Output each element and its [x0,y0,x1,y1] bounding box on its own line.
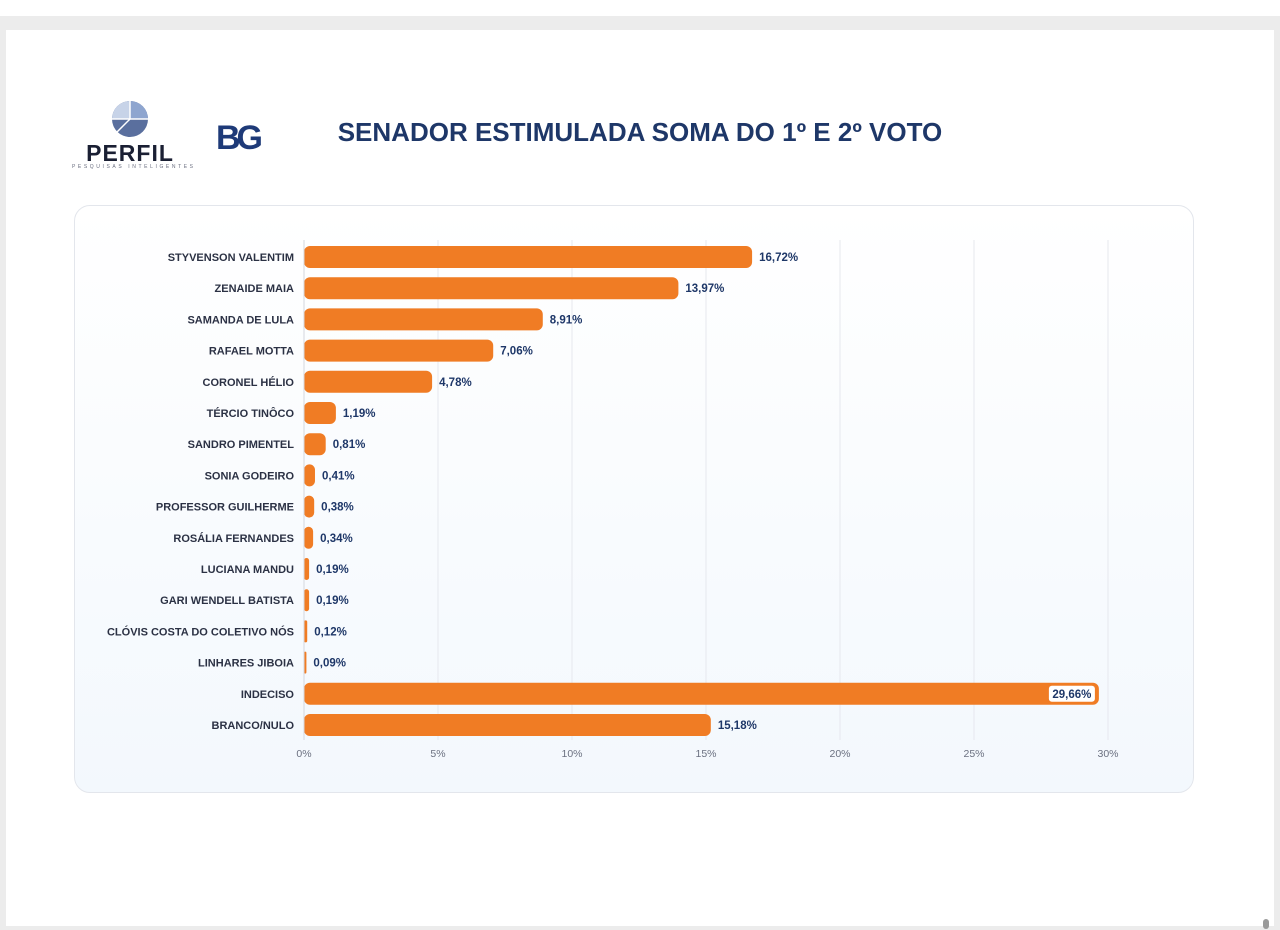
category-label: LINHARES JIBOIA [198,658,294,670]
category-label: SONIA GODEIRO [205,470,295,482]
value-label: 0,81% [333,439,366,451]
x-tick-label: 25% [963,748,984,760]
bar [304,620,308,643]
category-label: STYVENSON VALENTIM [168,252,294,264]
top-strip [0,0,1280,16]
category-label: CLÓVIS COSTA DO COLETIVO NÓS [107,625,294,638]
value-label: 0,12% [314,626,347,638]
bar [304,464,315,487]
perfil-logo: PERFIL PESQUISAS INTELIGENTES [72,100,196,172]
category-label: RAFAEL MOTTA [209,346,294,358]
value-label-bg [1048,685,1095,702]
bar [304,339,494,362]
perfil-tagline: PESQUISAS INTELIGENTES [72,164,196,170]
category-label: SAMANDA DE LULA [187,314,294,326]
category-label: PROFESSOR GUILHERME [156,502,294,514]
bar [304,589,310,612]
pie-icon [112,101,148,137]
x-tick-label: 5% [430,748,445,760]
value-label: 0,41% [322,470,355,482]
bar [304,402,336,424]
value-label: 8,91% [550,314,583,326]
bar [304,433,326,456]
x-tick-label: 20% [829,748,850,760]
bar [304,526,314,549]
category-label: ROSÁLIA FERNANDES [173,532,294,545]
bar-chart: 0% 5% 10% 15% 20% 25% 30% STYVENSON VALENTIM 16,… [107,240,1119,760]
value-label: 0,09% [313,658,346,670]
value-label: 29,66% [1052,689,1091,701]
category-label: GARI WENDELL BATISTA [160,595,294,607]
bar [304,308,543,331]
chart-panel: 0% 5% 10% 15% 20% 25% 30% STYVENSON VALENTIM 16,… [74,205,1194,793]
x-tick-label: 10% [561,748,582,760]
value-label: 0,34% [320,533,353,545]
bar [304,558,310,580]
value-label: 7,06% [500,346,533,358]
bar [304,651,307,674]
category-label: CORONEL HÉLIO [203,376,295,389]
value-label: 0,38% [321,502,354,514]
bg-logo: BG [216,119,263,157]
category-label: BRANCO/NULO [212,720,295,732]
bar [304,495,315,518]
bar [304,246,753,268]
x-tick-label: 30% [1097,748,1118,760]
value-label: 0,19% [316,564,349,576]
category-label: SANDRO PIMENTEL [188,439,295,451]
category-label: INDECISO [241,689,295,701]
category-label: ZENAIDE MAIA [215,283,295,295]
bar [304,370,433,393]
perfil-wordmark: PERFIL [86,140,174,166]
value-label: 13,97% [685,283,724,295]
chart-title: SENADOR ESTIMULADA SOMA DO 1º E 2º VOTO [337,117,943,147]
x-tick-label: 0% [296,748,311,760]
value-label: 0,19% [316,595,349,607]
bar [304,682,1099,705]
x-tick-label: 15% [695,748,716,760]
value-label: 1,19% [343,408,376,420]
bar [304,714,711,736]
value-label: 16,72% [759,252,798,264]
bar [304,277,679,300]
category-label: TÉRCIO TINÔCO [207,407,295,420]
category-label: LUCIANA MANDU [201,564,294,576]
scrollbar-thumb[interactable] [1263,919,1269,929]
value-label: 4,78% [439,377,472,389]
value-label: 15,18% [718,720,757,732]
